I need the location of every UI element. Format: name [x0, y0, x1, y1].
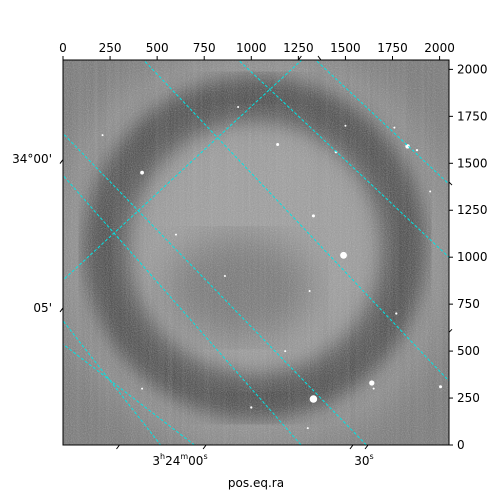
- y-tick-label-1500: 1500: [457, 156, 488, 170]
- dec-grid-line-3: [63, 132, 368, 445]
- star-21: [372, 387, 375, 390]
- dec-grid-line-2: [63, 343, 196, 445]
- star-3: [369, 380, 375, 386]
- y-tick-label-250: 250: [457, 391, 480, 405]
- x-tick-label-750: 750: [193, 41, 216, 55]
- star-14: [237, 105, 240, 108]
- dec-grid-line-1: [142, 60, 449, 382]
- x-tick-label-0: 0: [59, 41, 67, 55]
- star-7: [311, 214, 315, 218]
- ra-tick-mark-bottom-extra-1: [116, 444, 120, 450]
- star-17: [344, 124, 347, 127]
- ra-tick-mark-top-2: [317, 55, 322, 61]
- x-tick-label-1000: 1000: [236, 41, 267, 55]
- y-tick-label-1750: 1750: [457, 109, 488, 123]
- dec-tick-mark-right-2: [448, 328, 453, 333]
- y-tick-label-0: 0: [457, 438, 465, 452]
- star-5: [140, 170, 144, 175]
- star-12: [439, 385, 443, 389]
- right-pixel-axis: 0 250 500 750 1000 1250 1500 1750 2000: [449, 62, 488, 452]
- star-23: [141, 387, 144, 390]
- y-tick-label-1000: 1000: [457, 250, 488, 264]
- star-10: [415, 149, 419, 152]
- star-18: [174, 233, 177, 236]
- ra-tick-mark-top-1: [297, 55, 302, 61]
- stars-layer: [101, 105, 443, 430]
- x-tick-label-500: 500: [146, 41, 169, 55]
- dec-tick-mark-left-2: [59, 307, 64, 313]
- image-panel: [63, 60, 449, 445]
- ra-grid-line-5: [314, 60, 449, 185]
- x-axis-label: pos.eq.ra: [228, 476, 284, 490]
- ra-grid-line-1: [63, 174, 302, 445]
- star-20: [284, 350, 287, 353]
- star-15: [101, 134, 104, 137]
- dec-tick-label-2: 05': [33, 301, 52, 315]
- x-tick-label-1250: 1250: [283, 41, 314, 55]
- star-13: [393, 126, 396, 129]
- top-pixel-axis: 0 250 500 750 1000 1250 1500 1750 2000: [59, 41, 455, 60]
- star-16: [308, 290, 311, 292]
- svg-text:30s: 30s: [354, 452, 373, 468]
- dec-tick-label-1: 34°00': [12, 152, 52, 166]
- star-19: [223, 274, 226, 277]
- svg-text:3h24m00s: 3h24m00s: [152, 452, 207, 468]
- y-tick-label-750: 750: [457, 297, 480, 311]
- coordinate-grid: [63, 60, 449, 445]
- x-tick-label-1500: 1500: [330, 41, 361, 55]
- ra-grid-line-3: [63, 319, 162, 445]
- ra-tick-mark-bottom-1: [202, 444, 207, 450]
- star-8: [250, 406, 253, 409]
- y-tick-label-1250: 1250: [457, 203, 488, 217]
- ra-tick-label-2: 30s: [354, 452, 373, 468]
- plot-frame: [62, 59, 450, 446]
- dec-tick-mark-right-1: [448, 181, 453, 186]
- x-tick-label-1750: 1750: [377, 41, 408, 55]
- star-4: [405, 144, 410, 149]
- star-1: [340, 251, 347, 259]
- ra-grid-line-4: [63, 60, 303, 281]
- x-tick-label-250: 250: [99, 41, 122, 55]
- world-axis-ticks: [59, 55, 453, 450]
- star-2: [309, 395, 318, 403]
- star-11: [395, 312, 398, 315]
- ra-tick-mark-bottom-extra-2: [349, 444, 354, 450]
- y-tick-label-500: 500: [457, 344, 480, 358]
- star-6: [276, 143, 280, 147]
- dec-tick-mark-left-1: [59, 159, 64, 164]
- ra-tick-mark-bottom-2: [364, 444, 369, 450]
- y-tick-label-2000: 2000: [457, 62, 488, 76]
- star-24: [306, 427, 309, 430]
- vertical-stripes: [63, 60, 449, 445]
- star-22: [429, 190, 432, 193]
- x-tick-label-2000: 2000: [424, 41, 455, 55]
- ra-tick-label-1: 3h24m00s: [152, 452, 207, 468]
